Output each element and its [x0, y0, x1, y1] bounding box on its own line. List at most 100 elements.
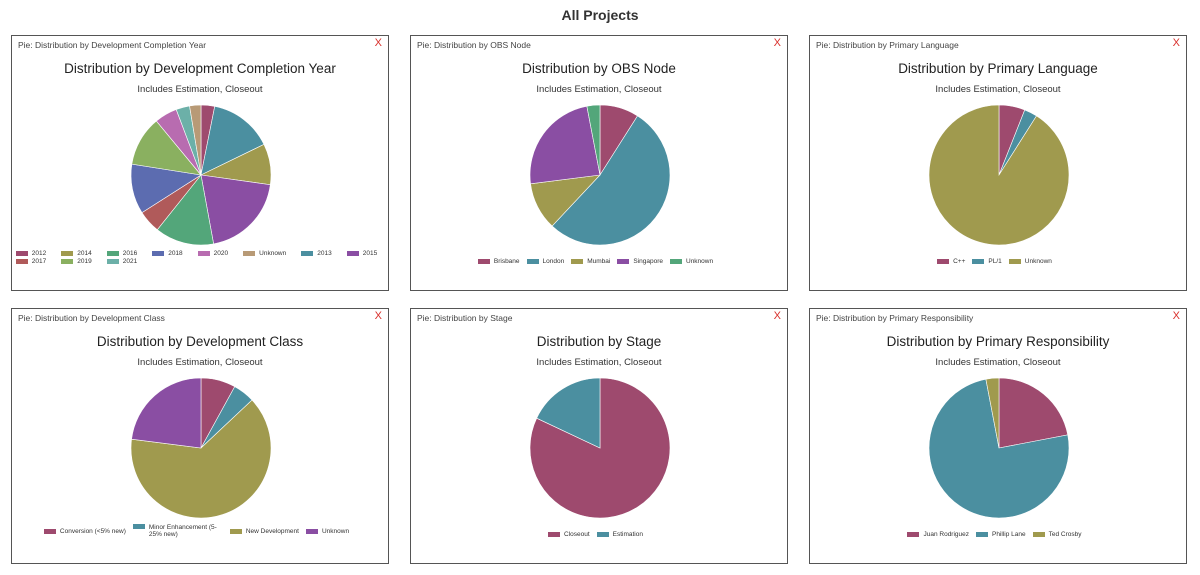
pie-slice-juan-rodriguez[interactable]: [998, 377, 1069, 449]
legend-swatch: [1032, 532, 1045, 537]
legend-item-2012[interactable]: 2012: [15, 250, 47, 257]
pie-slice-unknown[interactable]: [928, 104, 1070, 246]
legend-swatch: [243, 251, 256, 256]
legend-item-brisbane[interactable]: Brisbane: [477, 258, 520, 265]
legend-label: 2014: [77, 250, 92, 257]
chart-title: Distribution by Primary Responsibility: [886, 334, 1110, 349]
pie-slice-new-development[interactable]: [130, 399, 272, 519]
legend-label: 2015: [362, 250, 378, 257]
chart-panel: Pie: Distribution by Primary Language X Di…: [809, 35, 1187, 291]
legend-label: London: [542, 258, 565, 265]
legend-swatch: [617, 259, 630, 264]
legend-label: New Development: [245, 527, 299, 535]
legend-swatch: [972, 259, 985, 264]
legend-label: Mumbai: [587, 258, 611, 265]
legend-item-unknown[interactable]: Unknown: [1008, 258, 1052, 265]
pie-slice-london[interactable]: [551, 115, 671, 246]
chart-panel: Pie: Distribution by Primary Responsibil…: [809, 308, 1187, 564]
close-icon[interactable]: X: [1172, 310, 1180, 322]
legend-swatch: [106, 259, 119, 264]
chart-subtitle: Includes Estimation, Closeout: [137, 84, 263, 95]
legend-item-minor-enhancement-5-25-new[interactable]: Minor Enhancement (5-25% new): [132, 524, 223, 538]
pie-chart: [529, 104, 671, 246]
legend-item-pl-1[interactable]: PL/1: [972, 258, 1002, 265]
chart-subtitle: Includes Estimation, Closeout: [935, 84, 1061, 95]
legend-item-unknown[interactable]: Unknown: [305, 524, 350, 538]
legend-item-juan-rodriguez[interactable]: Juan Rodriguez: [907, 531, 969, 538]
panel-header: Pie: Distribution by Primary Responsibil…: [816, 313, 974, 323]
legend-label: Unknown: [321, 527, 350, 535]
pie-slice-2015[interactable]: [200, 174, 271, 245]
legend-swatch: [937, 259, 950, 264]
pie-slice-unknown[interactable]: [131, 377, 202, 449]
pie-chart: [130, 104, 272, 246]
panel-header: Pie: Distribution by Development Class: [18, 313, 165, 323]
legend-swatch: [346, 251, 359, 256]
legend-item-new-development[interactable]: New Development: [229, 524, 299, 538]
chart-subtitle: Includes Estimation, Closeout: [536, 84, 662, 95]
legend-item-unknown[interactable]: Unknown: [670, 258, 713, 265]
panel-header: Pie: Distribution by Primary Language: [816, 40, 959, 50]
legend-label: C++: [953, 258, 966, 265]
legend-item-2015[interactable]: 2015: [346, 250, 378, 257]
pie-chart: [130, 377, 272, 519]
panel-header: Pie: Distribution by OBS Node: [417, 40, 531, 50]
pie-slice-ted-crosby[interactable]: [985, 377, 1000, 449]
pie-slice-unknown[interactable]: [189, 104, 202, 176]
legend-swatch: [301, 251, 314, 256]
legend-swatch: [526, 259, 539, 264]
legend-label: Juan Rodriguez: [923, 531, 970, 538]
pie-chart: [928, 377, 1070, 519]
pie-slice-2016[interactable]: [156, 174, 214, 246]
chart-legend: 2012 2014 2016 2018 2020 Unknown 2013 2015 2017 2…: [12, 250, 388, 266]
pie-slice-2013[interactable]: [200, 106, 265, 176]
legend-label: Conversion (<5% new): [59, 527, 126, 535]
legend-item-closeout[interactable]: Closeout: [547, 531, 590, 538]
chart-legend: Conversion (<5% new) Minor Enhancement (5…: [12, 524, 388, 539]
legend-label: 2013: [317, 250, 332, 257]
legend-item-2020[interactable]: 2020: [197, 250, 228, 257]
legend-item-2017[interactable]: 2017: [15, 258, 46, 265]
pie-slice-phillip-lane[interactable]: [928, 378, 1070, 519]
legend-label: 2012: [31, 250, 47, 257]
legend-item-2014[interactable]: 2014: [61, 250, 92, 257]
chart-legend: C++ PL/1 Unknown: [810, 258, 1186, 266]
legend-item-ted-crosby[interactable]: Ted Crosby: [1032, 531, 1082, 538]
pie-slice-unknown[interactable]: [586, 104, 601, 176]
legend-item-2013[interactable]: 2013: [301, 250, 332, 257]
legend-item-phillip-lane[interactable]: Phillip Lane: [976, 531, 1026, 538]
close-icon[interactable]: X: [773, 310, 781, 322]
legend-label: PL/1: [988, 258, 1002, 265]
close-icon[interactable]: X: [773, 37, 781, 49]
legend-label: Singapore: [633, 258, 663, 265]
legend-item-c[interactable]: C++: [937, 258, 965, 265]
legend-item-2019[interactable]: 2019: [61, 258, 92, 265]
legend-item-2016[interactable]: 2016: [106, 250, 137, 257]
close-icon[interactable]: X: [374, 310, 382, 322]
legend-swatch: [229, 528, 242, 534]
pie-chart: [928, 104, 1070, 246]
chart-title: Distribution by Primary Language: [898, 61, 1098, 76]
legend-item-unknown[interactable]: Unknown: [243, 250, 286, 257]
legend-item-singapore[interactable]: Singapore: [617, 258, 663, 265]
chart-subtitle: Includes Estimation, Closeout: [536, 357, 662, 368]
legend-item-london[interactable]: London: [526, 258, 565, 265]
legend-item-2021[interactable]: 2021: [106, 258, 137, 265]
legend-item-mumbai[interactable]: Mumbai: [571, 258, 610, 265]
legend-swatch: [477, 259, 490, 264]
chart-subtitle: Includes Estimation, Closeout: [137, 357, 263, 368]
legend-item-estimation[interactable]: Estimation: [596, 531, 643, 538]
legend-swatch: [106, 251, 119, 256]
close-icon[interactable]: X: [1172, 37, 1180, 49]
legend-label: Unknown: [259, 250, 287, 257]
close-icon[interactable]: X: [374, 37, 382, 49]
chart-title: Distribution by Development Class: [96, 334, 304, 349]
legend-swatch: [15, 251, 28, 256]
legend-item-conversion-5-new[interactable]: Conversion (<5% new): [43, 524, 126, 538]
pie-slice-singapore[interactable]: [529, 105, 601, 185]
legend-label: 2019: [77, 258, 92, 265]
legend-label: Brisbane: [493, 258, 520, 265]
pie-slice-estimation[interactable]: [536, 377, 601, 449]
chart-panel: Pie: Distribution by Stage X Distribution …: [410, 308, 788, 564]
legend-item-2018[interactable]: 2018: [152, 250, 183, 257]
